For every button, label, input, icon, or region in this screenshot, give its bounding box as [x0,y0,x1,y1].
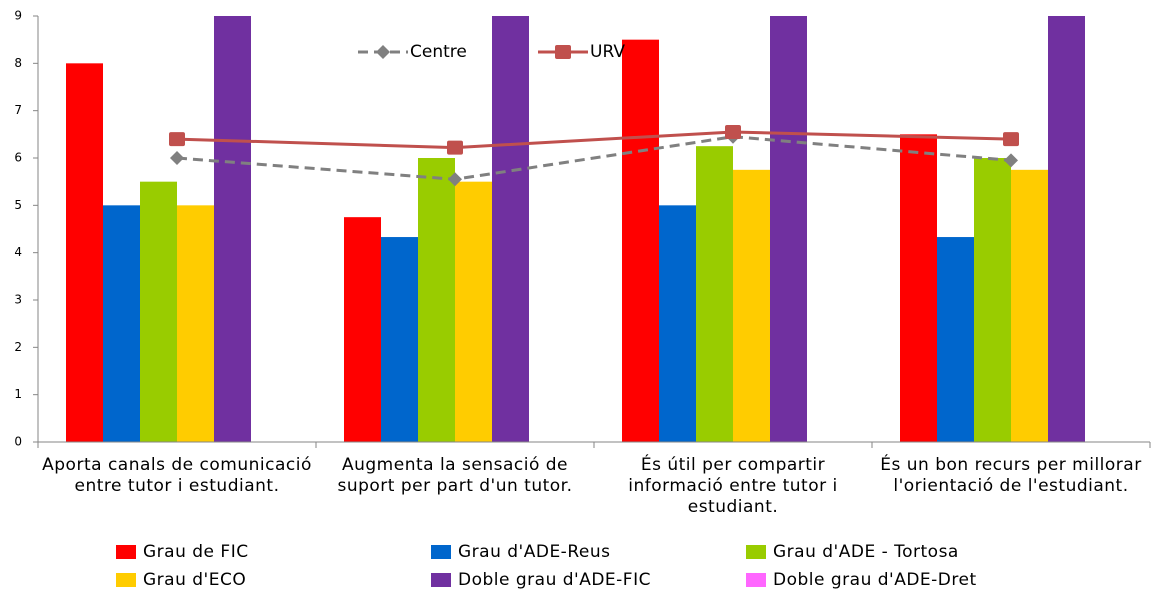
legend-swatch [116,573,136,587]
bar [1048,16,1085,442]
bar [696,146,733,442]
bar [937,237,974,442]
legend-swatch [746,573,766,587]
y-tick-label: 7 [14,103,22,117]
bar [177,205,214,442]
bar [455,181,492,442]
legend-label: URV [590,42,625,62]
marker [725,124,741,139]
bar [214,16,251,442]
x-tick-label: Aporta canals de comunicació entre tutor… [42,455,312,496]
line [176,130,1012,150]
bar [103,205,140,442]
bar [974,158,1011,442]
legend-label: Grau d'ADE-Reus [458,542,610,562]
y-tick-label: 5 [14,198,22,212]
line [176,135,1012,181]
legend-swatch [116,545,136,559]
legend-label: Grau d'ECO [143,570,246,590]
legend-label: Grau de FIC [143,542,249,562]
legend-swatch [746,545,766,559]
marker [170,151,184,165]
x-tick-label: És un bon recurs per millorar l'orientac… [880,455,1142,496]
x-tick-label: És útil per compartir informació entre t… [628,455,838,517]
marker [555,45,571,59]
bar [140,181,177,442]
y-tick-label: 6 [14,151,22,165]
bar [492,16,529,442]
bar [733,169,770,443]
bar [900,134,937,443]
marker [447,140,463,155]
legend-label: Doble grau d'ADE-FIC [458,570,651,590]
y-tick-label: 2 [14,340,22,354]
y-tick-label: 3 [14,293,22,307]
bar [622,39,659,443]
bar [659,205,696,442]
x-tick-label: Augmenta la sensació de suport per part … [337,455,573,496]
bar [66,63,103,442]
y-tick-label: 4 [14,245,22,259]
marker [376,45,390,59]
marker [1003,132,1019,147]
legend-label: Grau d'ADE - Tortosa [773,542,959,562]
legend-swatch [431,545,451,559]
bar [381,237,418,442]
y-tick-label: 0 [14,435,22,449]
marker [448,172,462,187]
marker [169,132,185,147]
bar [1011,169,1048,443]
y-tick-label: 9 [14,9,22,23]
marker [1004,153,1018,168]
y-tick-label: 1 [14,387,22,401]
y-tick-label: 8 [14,56,22,70]
legend-label: Doble grau d'ADE-Dret [773,570,977,590]
bar [344,217,381,442]
bar [770,16,807,442]
legend-label: Centre [410,42,467,62]
bar [418,158,455,442]
legend-swatch [431,573,451,587]
